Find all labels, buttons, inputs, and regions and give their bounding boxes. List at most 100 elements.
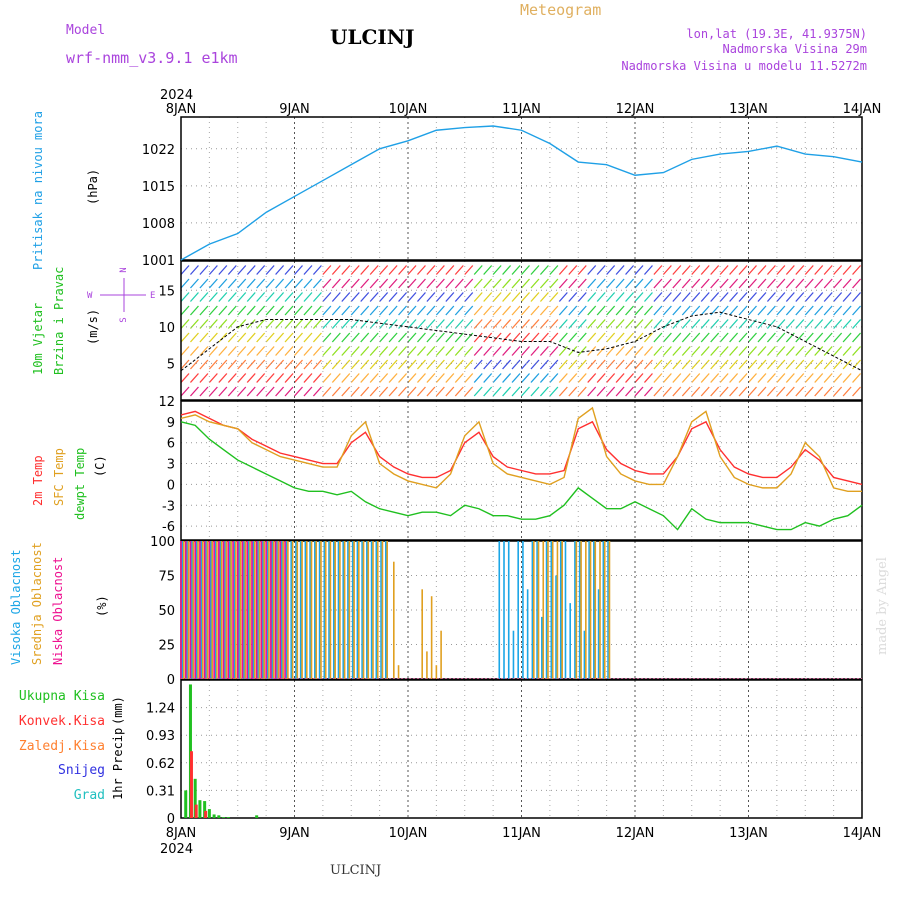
wind-barb xyxy=(426,359,436,370)
wind-barb xyxy=(625,278,635,289)
wind-barb xyxy=(615,373,625,383)
wind-barb xyxy=(445,292,455,302)
wind-barb xyxy=(388,332,398,343)
wind-barb xyxy=(738,346,748,356)
wind-barb xyxy=(521,278,530,289)
wind-barb xyxy=(738,305,748,316)
wind-barb xyxy=(189,359,199,370)
year-top: 2024 xyxy=(160,88,193,103)
wind-barb xyxy=(530,346,540,356)
wind-barb xyxy=(814,359,824,370)
wind-barb xyxy=(795,292,805,302)
wind-barb xyxy=(814,265,824,275)
wind-barb xyxy=(416,278,426,289)
wind-barb xyxy=(785,346,795,356)
wind-barb xyxy=(180,346,190,356)
y-tick-label: 0 xyxy=(167,478,175,493)
wind-barb xyxy=(615,346,625,356)
model-label: Model xyxy=(66,23,105,38)
wind-barb xyxy=(331,278,341,289)
wind-barb xyxy=(539,386,549,397)
wind-barb xyxy=(492,292,502,302)
wind-barb xyxy=(369,305,379,316)
wind-barb xyxy=(237,386,247,397)
wind-barb xyxy=(587,278,597,289)
wind-barb xyxy=(322,386,332,397)
wind-barb xyxy=(341,305,351,316)
wind-barb xyxy=(180,332,190,343)
wind-barb xyxy=(331,386,341,397)
wind-barb xyxy=(398,332,408,343)
wind-barb xyxy=(596,359,606,370)
wind-barb xyxy=(766,332,776,343)
wind-barb xyxy=(521,332,530,343)
wind-barb xyxy=(360,332,370,343)
wind-barb xyxy=(275,346,285,356)
wind-barb xyxy=(256,373,266,383)
wind-barb xyxy=(189,346,199,356)
wind-barb xyxy=(426,265,436,275)
panel-frame xyxy=(180,679,863,819)
wind-barb xyxy=(284,346,294,356)
wind-barb-field xyxy=(180,265,862,397)
wind-barb xyxy=(549,373,559,383)
day-label-top: 13JAN xyxy=(729,102,768,117)
wind-barb xyxy=(558,359,568,370)
wind-barb xyxy=(284,332,294,343)
wind-barb xyxy=(208,265,218,275)
wind-barb xyxy=(218,373,228,383)
wind-barb xyxy=(303,346,313,356)
wind-barb xyxy=(691,346,701,356)
wind-barb xyxy=(246,278,256,289)
y-tick-label: 9 xyxy=(167,416,175,431)
wind-barb xyxy=(596,386,606,397)
wind-barb xyxy=(558,332,568,343)
wind-barb xyxy=(398,265,408,275)
wind-barb xyxy=(218,319,228,329)
wind-barb xyxy=(691,359,701,370)
y-tick-label: 0.62 xyxy=(146,757,175,772)
wind-barb xyxy=(577,386,587,397)
compass-n: N xyxy=(119,267,129,272)
panel-1: 5 10 15 xyxy=(158,260,863,401)
wind-barb xyxy=(208,319,218,329)
wind-barb xyxy=(719,386,729,397)
wind-barb xyxy=(568,332,578,343)
wind-barb xyxy=(454,265,464,275)
wind-speed-line xyxy=(180,311,863,372)
wind-barb xyxy=(341,359,351,370)
wind-barb xyxy=(757,386,767,397)
wind-barb xyxy=(322,319,332,329)
wind-barb xyxy=(615,278,625,289)
wind-barb xyxy=(804,292,814,302)
wind-barb xyxy=(426,373,436,383)
wind-barb xyxy=(454,373,464,383)
precip-bar xyxy=(217,815,221,818)
wind-barb xyxy=(492,305,502,316)
wind-barb xyxy=(766,373,776,383)
wind-barb xyxy=(549,332,559,343)
wind-barb xyxy=(681,265,691,275)
wind-barb xyxy=(208,373,218,383)
wind-barb xyxy=(785,319,795,329)
wind-barb xyxy=(672,373,682,383)
wind-barb xyxy=(653,386,663,397)
wind-barb xyxy=(284,373,294,383)
panels: 100110081015102251015-6-3036912025507510… xyxy=(142,116,863,827)
wind-barb xyxy=(492,319,502,329)
wind-barb xyxy=(766,386,776,397)
wind-barb xyxy=(804,373,814,383)
wind-barb xyxy=(625,332,635,343)
wind-barb xyxy=(823,373,833,383)
wind-barb xyxy=(464,265,474,275)
wind-barb xyxy=(653,332,663,343)
wind-barb xyxy=(237,359,247,370)
temp-label-1: 2m Temp xyxy=(31,455,45,506)
wind-barb xyxy=(738,265,748,275)
wind-barb xyxy=(492,265,502,275)
wind-barb xyxy=(738,319,748,329)
wind-barb xyxy=(823,265,833,275)
wind-barb xyxy=(445,359,455,370)
wind-barb xyxy=(842,292,852,302)
wind-barb xyxy=(483,292,493,302)
